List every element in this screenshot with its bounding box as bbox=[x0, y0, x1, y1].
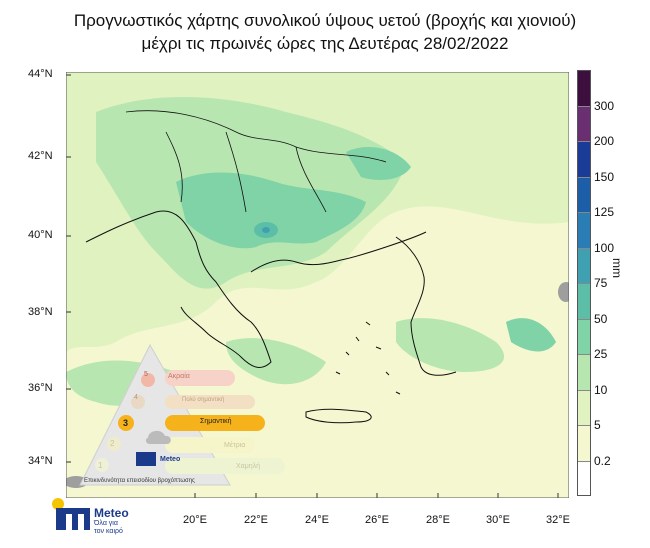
colorbar-level-label: 5 bbox=[594, 418, 601, 432]
colorbar-segment bbox=[577, 460, 591, 496]
colorbar-segment bbox=[577, 212, 591, 248]
lon-label: 22°E bbox=[244, 514, 268, 526]
colorbar-level-label: 300 bbox=[594, 98, 615, 113]
colorbar-segment bbox=[577, 141, 591, 177]
legend-band-2 bbox=[165, 437, 255, 453]
lon-label: 30°E bbox=[486, 514, 510, 526]
colorbar-segment bbox=[577, 354, 591, 390]
precip-area-max bbox=[262, 227, 270, 233]
precipitation-map bbox=[66, 72, 569, 498]
legend-band-5 bbox=[165, 370, 235, 386]
legend-band-3 bbox=[165, 415, 265, 431]
colorbar-frame bbox=[577, 70, 591, 496]
coastline-crete bbox=[305, 408, 372, 424]
precip-area-aegean bbox=[226, 338, 326, 385]
map-title-line1: Προγνωστικός χάρτης συνολικού ύψους υετο… bbox=[73, 11, 577, 30]
colorbar-level-label: 125 bbox=[594, 205, 615, 219]
precip-area-turkey-south bbox=[396, 318, 505, 372]
colorbar-level-label: 150 bbox=[594, 169, 615, 184]
coastline-greece-west bbox=[85, 210, 272, 368]
colorbar-segment bbox=[577, 425, 591, 461]
colorbar-segment bbox=[577, 247, 591, 283]
legend-level-2-icon bbox=[107, 437, 121, 451]
legend-level-2-label: Μέτρια bbox=[224, 442, 246, 449]
colorbar-level-label: 0.2 bbox=[594, 453, 611, 468]
coastline-turkey-west bbox=[395, 236, 457, 376]
legend-level-3-number: 3 bbox=[123, 418, 129, 428]
colorbar-level-label: 25 bbox=[594, 347, 608, 361]
colorbar-segment bbox=[577, 105, 591, 141]
colorbar bbox=[577, 70, 591, 496]
lon-label: 24°E bbox=[305, 514, 329, 526]
masked-terrain bbox=[558, 282, 569, 302]
legend-level-5-label: Ακραία bbox=[168, 373, 190, 380]
legend-band-1 bbox=[165, 458, 285, 474]
coastline-north-aegean bbox=[250, 231, 427, 273]
legend-level-4-icon bbox=[131, 395, 145, 409]
colorbar-unit: mm bbox=[610, 258, 624, 278]
map-title-line2: μέχρι τις πρωινές ώρες της Δευτέρας 28/0… bbox=[141, 34, 509, 53]
colorbar-segment bbox=[577, 389, 591, 425]
colorbar-level-label: 50 bbox=[594, 311, 608, 326]
logo-tagline-line1: Όλα για bbox=[94, 520, 118, 527]
legend-level-4-label: Πολύ σημαντική bbox=[182, 397, 225, 403]
colorbar-level-label: 10 bbox=[594, 382, 608, 397]
logo-tagline: Όλα για τον καιρό bbox=[94, 520, 123, 536]
islands-aegean bbox=[335, 321, 401, 395]
lon-label: 32°E bbox=[546, 514, 570, 526]
precip-area-high bbox=[176, 172, 366, 249]
legend-caption: Επικινδυνότητα επεισοδίου βροχόπτωσης bbox=[84, 478, 195, 484]
graticule-ticks bbox=[66, 74, 559, 498]
lat-label: 34°N bbox=[28, 455, 53, 467]
precip-area-high-2 bbox=[346, 147, 411, 180]
legend-level-3-icon bbox=[118, 415, 134, 431]
border-north bbox=[125, 110, 387, 163]
precip-area-east bbox=[506, 318, 556, 352]
legend-level-1-icon bbox=[95, 458, 109, 472]
legend-level-1-label: Χαμηλή bbox=[236, 463, 261, 470]
borders-balkans bbox=[165, 131, 327, 213]
colorbar-segment bbox=[577, 283, 591, 319]
lat-label: 40°N bbox=[28, 229, 53, 241]
colorbar-segment bbox=[577, 318, 591, 354]
legend-level-2-number: 2 bbox=[110, 439, 115, 448]
legend-level-5-icon bbox=[141, 373, 155, 387]
logo-name: Meteo bbox=[94, 506, 129, 520]
lon-label: 28°E bbox=[426, 514, 450, 526]
legend-level-5-number: 5 bbox=[144, 371, 148, 378]
colorbar-level-label: 75 bbox=[594, 276, 608, 290]
lat-label: 38°N bbox=[28, 306, 53, 318]
legend-level-4-number: 4 bbox=[134, 394, 138, 401]
legend-brand: Meteo bbox=[160, 456, 181, 463]
legend-level-1-number: 1 bbox=[98, 461, 103, 470]
colorbar-segment bbox=[577, 176, 591, 212]
lon-label: 20°E bbox=[183, 514, 207, 526]
legend-level-3-label: Σημαντική bbox=[200, 418, 232, 425]
lat-label: 36°N bbox=[28, 382, 53, 394]
risk-legend bbox=[79, 343, 285, 486]
meteo-logo-icon bbox=[52, 498, 90, 530]
rain-cloud-icon bbox=[145, 430, 171, 444]
legend-meteo-logo-icon bbox=[136, 452, 156, 466]
lon-label: 26°E bbox=[365, 514, 389, 526]
lat-label: 42°N bbox=[28, 150, 53, 162]
lat-label: 44°N bbox=[28, 68, 53, 80]
colorbar-level-label: 200 bbox=[594, 134, 615, 148]
colorbar-level-label: 100 bbox=[594, 240, 615, 255]
legend-band-4 bbox=[165, 395, 255, 409]
logo-tagline-line2: τον καιρό bbox=[94, 528, 123, 535]
